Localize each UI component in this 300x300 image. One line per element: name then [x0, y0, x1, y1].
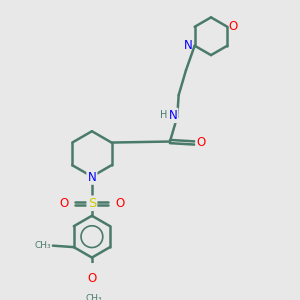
Text: O: O: [116, 197, 125, 210]
Text: N: N: [184, 39, 193, 52]
Text: S: S: [88, 197, 96, 210]
Text: CH₃: CH₃: [85, 294, 102, 300]
Text: O: O: [59, 197, 68, 210]
Text: H: H: [160, 110, 168, 119]
Text: N: N: [88, 171, 96, 184]
Text: O: O: [87, 272, 97, 285]
Text: CH₃: CH₃: [34, 241, 51, 250]
Text: N: N: [169, 109, 177, 122]
Text: O: O: [196, 136, 206, 149]
Text: O: O: [229, 20, 238, 33]
